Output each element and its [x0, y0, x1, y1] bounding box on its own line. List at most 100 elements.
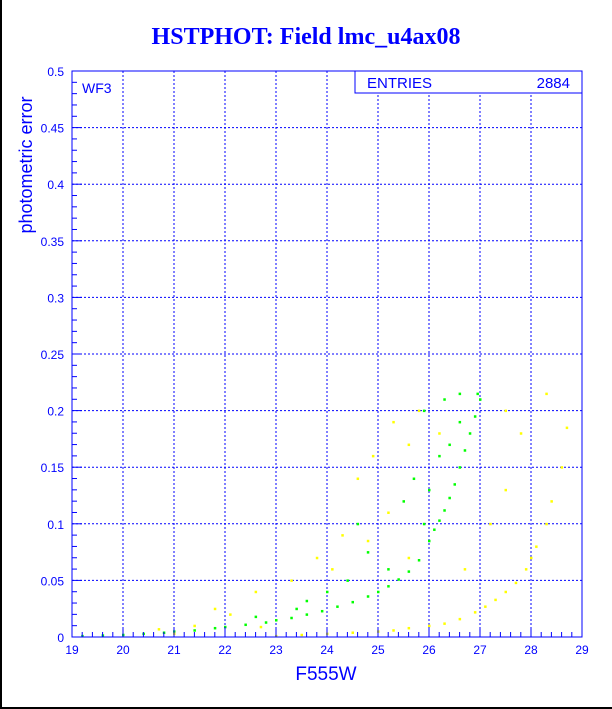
- yellow-point: [351, 631, 354, 634]
- green-point: [417, 559, 421, 562]
- yellow-point: [407, 626, 411, 630]
- x-tick-label: 22: [218, 643, 232, 657]
- green-point: [244, 623, 247, 627]
- green-point: [428, 539, 431, 543]
- yellow-point: [438, 432, 441, 435]
- green-point: [453, 483, 456, 486]
- y-tick-label: 0.4: [47, 178, 64, 192]
- yellow-point: [193, 624, 196, 628]
- green-point: [397, 578, 400, 581]
- x-tick-label: 27: [473, 643, 487, 657]
- yellow-point: [545, 392, 548, 396]
- yellow-point: [524, 568, 528, 571]
- yellow-point: [484, 605, 487, 608]
- green-point: [443, 509, 446, 512]
- green-point: [468, 432, 472, 435]
- yellow-point: [290, 579, 293, 582]
- yellow-point: [407, 556, 411, 560]
- data-points: [81, 392, 569, 638]
- yellow-point: [550, 500, 553, 503]
- y-tick-label: 0.25: [41, 348, 65, 362]
- x-tick-label: 29: [575, 643, 589, 657]
- yellow-point: [341, 534, 344, 537]
- green-point: [193, 629, 196, 632]
- yellow-point: [356, 477, 360, 481]
- green-point: [290, 616, 293, 620]
- green-point: [438, 519, 441, 522]
- yellow-point: [463, 568, 467, 571]
- green-point: [458, 420, 462, 424]
- yellow-point: [213, 607, 217, 611]
- yellow-point: [157, 628, 161, 631]
- y-axis-label: photometric error: [16, 96, 36, 233]
- yellow-point: [504, 590, 507, 594]
- green-point: [422, 409, 426, 413]
- green-point: [476, 392, 479, 396]
- green-point: [407, 570, 411, 573]
- yellow-point: [504, 488, 507, 492]
- green-point: [402, 500, 405, 503]
- green-point: [412, 477, 416, 481]
- green-point: [336, 605, 339, 608]
- yellow-point: [473, 611, 477, 614]
- yellow-point: [514, 581, 518, 585]
- x-tick-label: 21: [167, 643, 181, 657]
- green-point: [438, 454, 441, 458]
- yellow-point: [428, 624, 431, 628]
- green-point: [479, 398, 482, 401]
- yellow-point: [458, 617, 462, 621]
- x-tick-label: 28: [524, 643, 538, 657]
- x-tick-label: 20: [116, 643, 130, 657]
- yellow-point: [315, 556, 319, 560]
- annotation-wf3: WF3: [82, 80, 112, 96]
- green-point: [443, 398, 446, 401]
- green-point: [458, 466, 462, 469]
- y-tick-label: 0: [57, 631, 64, 645]
- green-point: [377, 590, 380, 594]
- yellow-point: [407, 443, 411, 447]
- green-point: [448, 443, 451, 447]
- yellow-point: [392, 420, 395, 424]
- x-tick-label: 25: [371, 643, 385, 657]
- green-point: [275, 619, 278, 622]
- green-point: [448, 496, 451, 500]
- yellow-point: [229, 613, 232, 616]
- green-point: [346, 579, 349, 582]
- axis-ticks: 19 20 21 22 23 24 25 26 27 28 29 0 0.05 0.1 0.15 0.2 0.2…: [41, 65, 589, 657]
- green-point: [254, 615, 258, 619]
- x-tick-label: 23: [269, 643, 283, 657]
- yellow-point: [254, 590, 258, 594]
- yellow-point: [545, 522, 548, 526]
- green-point: [473, 415, 477, 418]
- green-point: [305, 613, 309, 616]
- x-tick-label: 24: [320, 643, 334, 657]
- yellow-point: [535, 545, 538, 548]
- green-point: [422, 522, 426, 526]
- y-tick-label: 0.05: [41, 574, 65, 588]
- green-point: [213, 626, 217, 630]
- green-point: [433, 528, 436, 531]
- yellow-point: [443, 622, 446, 625]
- green-point: [356, 522, 360, 526]
- green-point: [366, 595, 370, 598]
- yellow-point: [371, 454, 375, 458]
- green-point: [387, 568, 390, 571]
- yellow-point: [417, 409, 421, 413]
- chart-title: HSTPHOT: Field lmc_u4ax08: [151, 24, 461, 50]
- green-point: [326, 590, 329, 594]
- green-point: [387, 585, 390, 588]
- x-tick-label: 26: [422, 643, 436, 657]
- green-point: [264, 621, 268, 624]
- green-point: [463, 449, 467, 452]
- green-point: [320, 609, 324, 613]
- y-tick-label: 0.15: [41, 461, 65, 475]
- y-tick-label: 0.1: [47, 518, 64, 532]
- yellow-point: [331, 568, 334, 571]
- green-point: [366, 551, 370, 554]
- green-point: [295, 607, 298, 611]
- yellow-point: [504, 409, 507, 413]
- grid: [72, 71, 582, 637]
- yellow-point: [489, 522, 492, 526]
